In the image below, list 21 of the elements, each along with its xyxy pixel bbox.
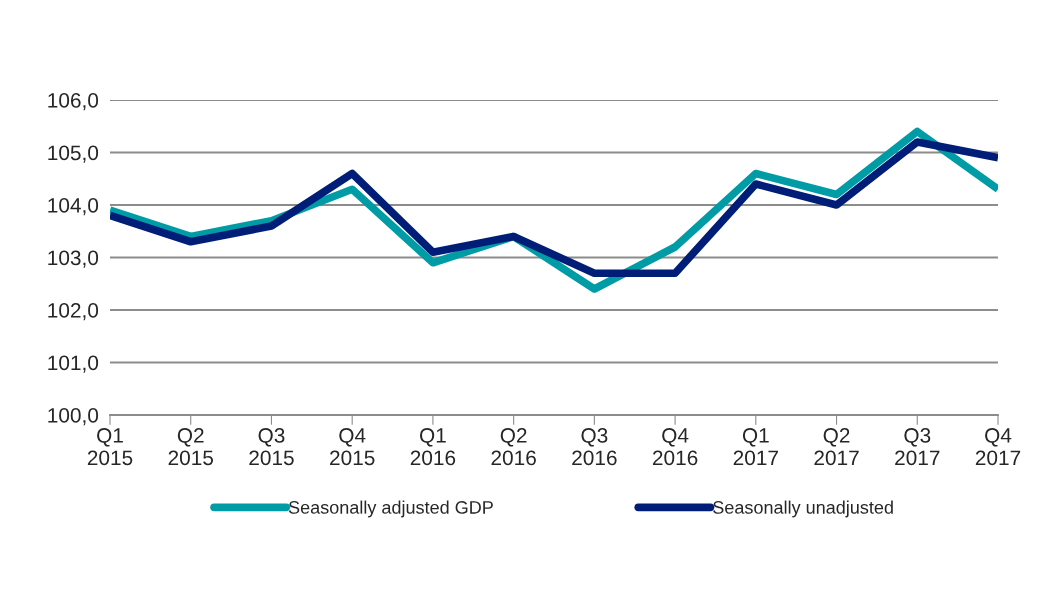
y-tick-label: 101,0 [48,355,99,373]
legend-label: Seasonally adjusted GDP [288,500,493,518]
x-tick-label: Q2 2016 [491,428,536,466]
x-tick-label: Q1 2017 [733,428,778,466]
y-tick-label: 106,0 [48,93,99,111]
x-tick-label: Q3 2016 [572,428,617,466]
x-tick-label: Q4 2016 [652,428,698,466]
x-tick-label: Q1 2015 [87,428,133,466]
x-tick-label: Q1 2016 [410,428,456,466]
y-tick-label: 105,0 [48,145,99,163]
y-tick-label: 100,0 [48,408,99,426]
x-tick-label: Q4 2015 [330,428,375,466]
x-tick-label: Q2 2015 [168,428,214,466]
legend-label: Seasonally unadjusted [713,500,893,518]
y-tick-label: 103,0 [48,250,99,268]
x-tick-label: Q3 2017 [895,428,940,466]
x-tick-label: Q2 2017 [814,428,859,466]
x-tick-label: Q4 2017 [975,428,1021,466]
y-tick-label: 102,0 [48,303,99,321]
y-tick-label: 104,0 [48,198,99,216]
x-tick-label: Q3 2015 [249,428,294,466]
